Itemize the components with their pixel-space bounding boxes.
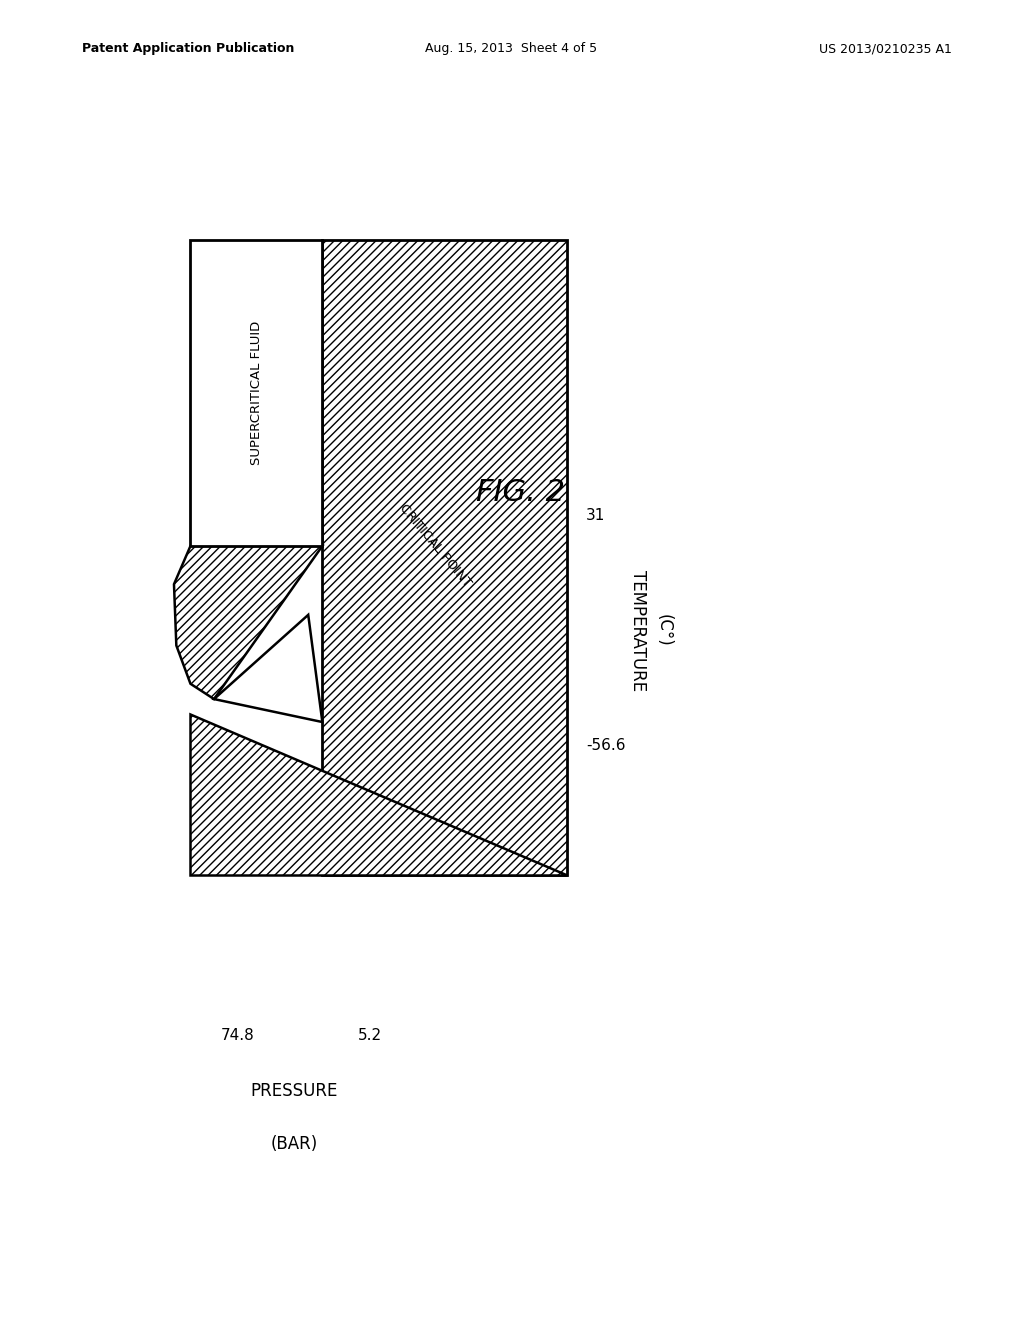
Text: FIG. 2: FIG. 2	[476, 478, 564, 507]
Text: Aug. 15, 2013  Sheet 4 of 5: Aug. 15, 2013 Sheet 4 of 5	[425, 42, 597, 55]
Text: -56.6: -56.6	[586, 738, 626, 752]
Text: CRITICAL POINT: CRITICAL POINT	[397, 502, 474, 590]
Text: PRESSURE: PRESSURE	[251, 1082, 338, 1100]
Text: 74.8: 74.8	[221, 1028, 254, 1043]
Text: (BAR): (BAR)	[270, 1135, 317, 1154]
Polygon shape	[214, 615, 323, 722]
Text: (C°): (C°)	[655, 614, 673, 647]
Polygon shape	[174, 546, 323, 700]
Polygon shape	[323, 240, 567, 875]
Text: TEMPERATURE: TEMPERATURE	[629, 570, 647, 690]
Text: US 2013/0210235 A1: US 2013/0210235 A1	[819, 42, 952, 55]
Text: 5.2: 5.2	[357, 1028, 382, 1043]
Polygon shape	[190, 714, 567, 875]
Polygon shape	[190, 240, 323, 546]
Text: SUPERCRITICAL FLUID: SUPERCRITICAL FLUID	[250, 321, 263, 465]
Text: Patent Application Publication: Patent Application Publication	[82, 42, 294, 55]
Text: 31: 31	[586, 508, 605, 523]
